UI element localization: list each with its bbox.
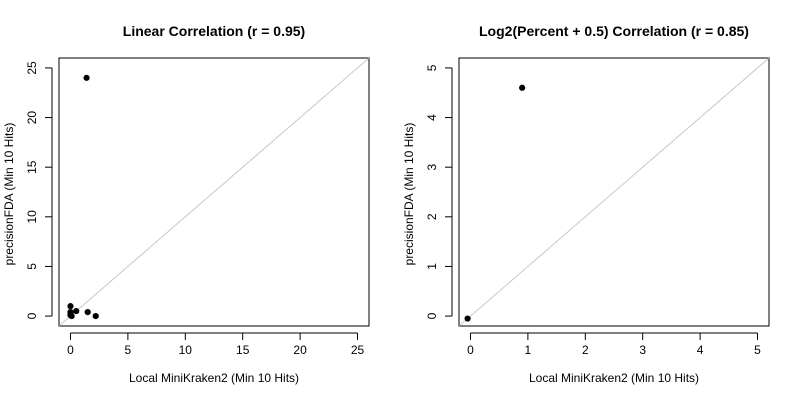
x-axis-label: Local MiniKraken2 (Min 10 Hits) <box>529 371 699 385</box>
y-tick-label: 0 <box>425 312 439 319</box>
plot-frame <box>458 57 770 327</box>
y-axis-label: precisionFDA (Min 10 Hits) <box>402 123 416 266</box>
x-tick-label: 0 <box>67 343 74 357</box>
y-tick-label: 10 <box>25 210 39 224</box>
x-tick-label: 15 <box>236 343 250 357</box>
identity-line <box>459 58 769 326</box>
y-tick-label: 5 <box>25 263 39 270</box>
y-tick-label: 20 <box>25 111 39 125</box>
panel-log2-correlation: Log2(Percent + 0.5) Correlation (r = 0.8… <box>402 23 770 385</box>
y-axis-label: precisionFDA (Min 10 Hits) <box>2 123 16 266</box>
data-point <box>92 312 99 320</box>
x-tick-label: 10 <box>179 343 193 357</box>
y-tick-label: 2 <box>425 213 439 220</box>
x-tick-label: 5 <box>754 343 761 357</box>
panel-linear-correlation: Linear Correlation (r = 0.95) Local Mini… <box>2 23 370 385</box>
x-tick-label: 3 <box>639 343 646 357</box>
y-tick-label: 1 <box>425 263 439 270</box>
data-point <box>84 309 91 316</box>
data-point <box>67 303 74 310</box>
data-point <box>68 312 75 320</box>
y-tick-label: 0 <box>25 312 39 319</box>
x-tick-label: 4 <box>697 343 704 357</box>
identity-line <box>59 58 369 326</box>
plot-area: 0 1 2 3 4 5 0 1 2 3 4 5 <box>425 57 770 357</box>
data-point <box>73 308 80 315</box>
data-point <box>464 315 471 322</box>
plot-frame <box>58 57 370 327</box>
x-tick-label: 0 <box>467 343 474 357</box>
data-point <box>519 84 526 91</box>
x-axis-label: Local MiniKraken2 (Min 10 Hits) <box>129 371 299 385</box>
x-tick-label: 5 <box>125 343 132 357</box>
y-tick-label: 4 <box>425 114 439 121</box>
x-tick-label: 25 <box>351 343 365 357</box>
y-tick-label: 15 <box>25 160 39 174</box>
y-tick-label: 5 <box>425 64 439 71</box>
y-tick-label: 25 <box>25 61 39 75</box>
chart-title: Linear Correlation (r = 0.95) <box>123 23 305 39</box>
chart-title: Log2(Percent + 0.5) Correlation (r = 0.8… <box>479 23 749 39</box>
plot-area: 0 5 10 15 20 25 0 5 10 15 20 25 <box>25 57 370 357</box>
y-tick-label: 3 <box>425 164 439 171</box>
x-tick-label: 20 <box>293 343 307 357</box>
x-tick-label: 2 <box>582 343 589 357</box>
x-tick-label: 1 <box>525 343 532 357</box>
data-point <box>83 74 90 81</box>
